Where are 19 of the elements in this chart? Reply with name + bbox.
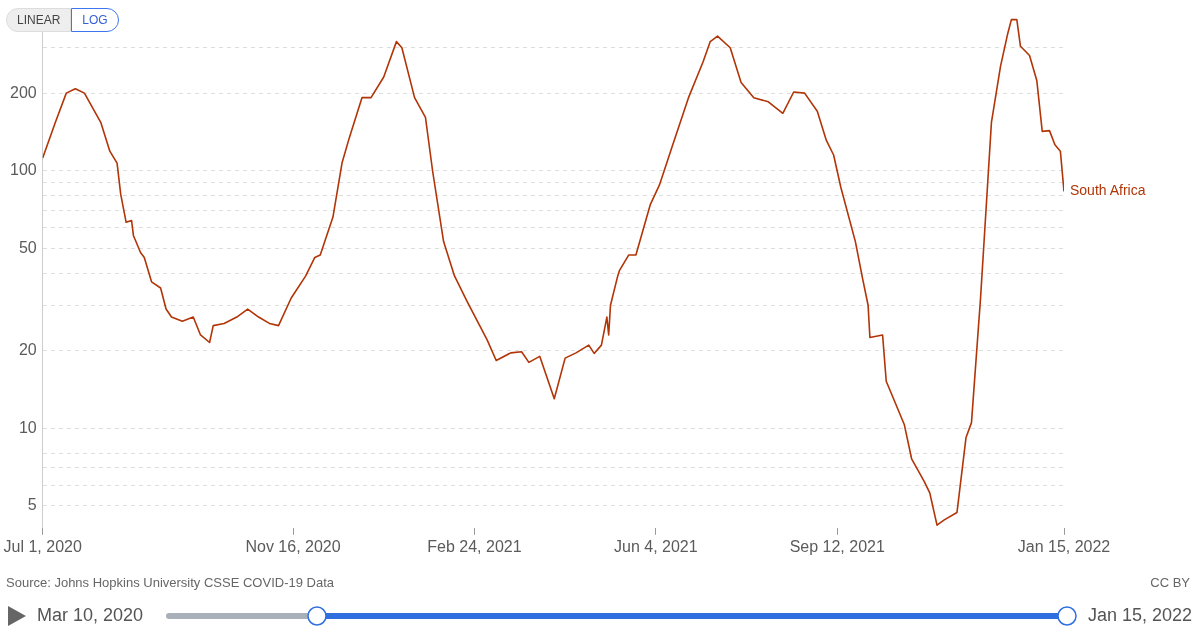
x-tick-label: Feb 24, 2021	[427, 537, 522, 555]
x-tick-label: Jun 4, 2021	[614, 537, 698, 555]
x-tick-label: Jul 1, 2020	[3, 537, 82, 555]
series-label: South Africa	[1070, 182, 1146, 199]
text: Mar 10, 2020	[37, 605, 144, 626]
y-tick-label: 100	[9, 161, 37, 179]
text: Jan 15, 2022	[1088, 605, 1193, 626]
y-tick-label: 5	[27, 496, 37, 514]
y-tick-label: 10	[18, 418, 37, 436]
linear-toggle: LINEAR	[6, 8, 72, 32]
x-tick-label: Jan 15, 2022	[1017, 537, 1111, 555]
x-tick-label: Sep 12, 2021	[789, 537, 885, 555]
log-toggle: LOG	[71, 8, 119, 32]
y-tick-label: 50	[18, 238, 37, 256]
y-tick-label: 200	[9, 83, 37, 101]
text: CC BY	[1150, 575, 1190, 590]
source-note: Source: Johns Hopkins University CSSE COVID-19 Data	[6, 575, 335, 590]
y-tick-label: 20	[18, 341, 37, 358]
x-tick-label: Nov 16, 2020	[245, 537, 341, 555]
